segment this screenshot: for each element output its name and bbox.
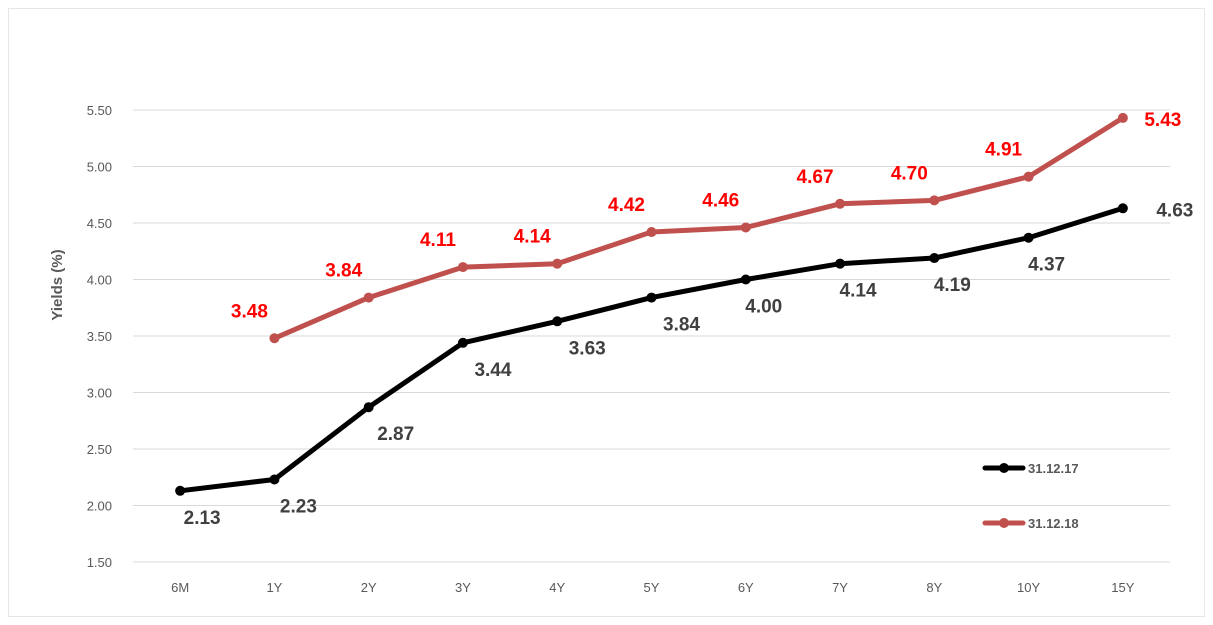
legend-label: 31.12.18 bbox=[1028, 516, 1079, 531]
data-point bbox=[269, 474, 280, 485]
data-label: 4.37 bbox=[1028, 255, 1065, 276]
data-point bbox=[929, 195, 940, 206]
series-line-2 bbox=[271, 115, 1126, 341]
x-tick-label: 7Y bbox=[832, 580, 848, 595]
data-point bbox=[1023, 171, 1034, 182]
data-point bbox=[929, 253, 940, 264]
x-tick-label: 6Y bbox=[738, 580, 754, 595]
data-label: 4.14 bbox=[840, 281, 877, 302]
y-tick-label: 2.50 bbox=[87, 442, 112, 457]
data-label: 5.43 bbox=[1144, 110, 1181, 131]
data-label: 2.13 bbox=[184, 508, 221, 529]
legend-label: 31.12.17 bbox=[1028, 461, 1079, 476]
data-label: 4.42 bbox=[608, 195, 645, 216]
data-labels: 2.13 2.23 2.87 3.44 3.63 3.84 4.00 4.14 4.19 4.37… bbox=[184, 110, 1194, 529]
data-point bbox=[835, 258, 846, 269]
x-axis-ticks: 6M 1Y 2Y 3Y 4Y 5Y 6Y 7Y 8Y 10Y 15Y bbox=[171, 580, 1135, 595]
grid bbox=[133, 109, 1170, 563]
data-point bbox=[1117, 112, 1128, 123]
data-label: 3.63 bbox=[569, 338, 606, 359]
y-tick-label: 1.50 bbox=[87, 555, 112, 570]
data-label: 3.48 bbox=[231, 301, 268, 322]
x-tick-label: 4Y bbox=[549, 580, 565, 595]
x-tick-label: 6M bbox=[171, 580, 189, 595]
y-axis-ticks: 1.50 2.00 2.50 3.00 3.50 4.00 4.50 5.00 5.50 bbox=[87, 103, 112, 570]
y-tick-label: 3.00 bbox=[87, 386, 112, 401]
data-point bbox=[363, 292, 374, 303]
y-tick-label: 5.00 bbox=[87, 160, 112, 175]
data-label: 3.84 bbox=[663, 315, 700, 336]
data-label: 4.00 bbox=[745, 297, 782, 318]
series-line-1 bbox=[177, 205, 1126, 494]
chart-frame bbox=[8, 8, 1205, 617]
data-point bbox=[646, 227, 657, 238]
data-point bbox=[646, 292, 657, 303]
data-label: 3.44 bbox=[474, 360, 511, 381]
y-axis-title: Yields (%) bbox=[49, 249, 66, 320]
data-label: 4.63 bbox=[1156, 200, 1193, 221]
data-label: 4.11 bbox=[420, 230, 456, 251]
data-point bbox=[1023, 232, 1034, 243]
y-tick-label: 3.50 bbox=[87, 329, 112, 344]
y-tick-label: 5.50 bbox=[87, 103, 112, 118]
data-point bbox=[740, 222, 751, 233]
data-point bbox=[457, 262, 468, 273]
x-tick-label: 1Y bbox=[266, 580, 282, 595]
x-tick-label: 8Y bbox=[926, 580, 942, 595]
data-label: 4.46 bbox=[702, 191, 739, 212]
data-point bbox=[740, 274, 751, 285]
data-point bbox=[835, 198, 846, 209]
x-tick-label: 2Y bbox=[361, 580, 377, 595]
data-label: 4.67 bbox=[797, 167, 834, 188]
data-label: 3.84 bbox=[325, 261, 362, 282]
x-tick-label: 15Y bbox=[1111, 580, 1134, 595]
data-point bbox=[269, 333, 280, 344]
data-label: 4.14 bbox=[514, 227, 551, 248]
x-tick-label: 5Y bbox=[644, 580, 660, 595]
legend-marker bbox=[999, 463, 1009, 473]
legend: 31.12.17 31.12.18 bbox=[982, 461, 1079, 531]
y-tick-label: 2.00 bbox=[87, 499, 112, 514]
data-label: 4.70 bbox=[891, 163, 928, 184]
data-label: 4.91 bbox=[985, 140, 1022, 161]
y-tick-label: 4.00 bbox=[87, 273, 112, 288]
data-label: 2.23 bbox=[280, 497, 317, 518]
y-tick-label: 4.50 bbox=[87, 216, 112, 231]
data-point bbox=[1117, 203, 1128, 214]
data-point bbox=[457, 337, 468, 348]
data-point bbox=[175, 485, 186, 496]
data-label: 4.19 bbox=[934, 275, 971, 296]
data-point bbox=[552, 258, 563, 269]
series-layer bbox=[175, 112, 1128, 496]
data-point bbox=[552, 316, 563, 327]
x-tick-label: 3Y bbox=[455, 580, 471, 595]
x-tick-label: 10Y bbox=[1017, 580, 1040, 595]
data-label: 2.87 bbox=[377, 424, 414, 445]
data-point bbox=[363, 402, 374, 413]
legend-marker bbox=[999, 518, 1009, 528]
